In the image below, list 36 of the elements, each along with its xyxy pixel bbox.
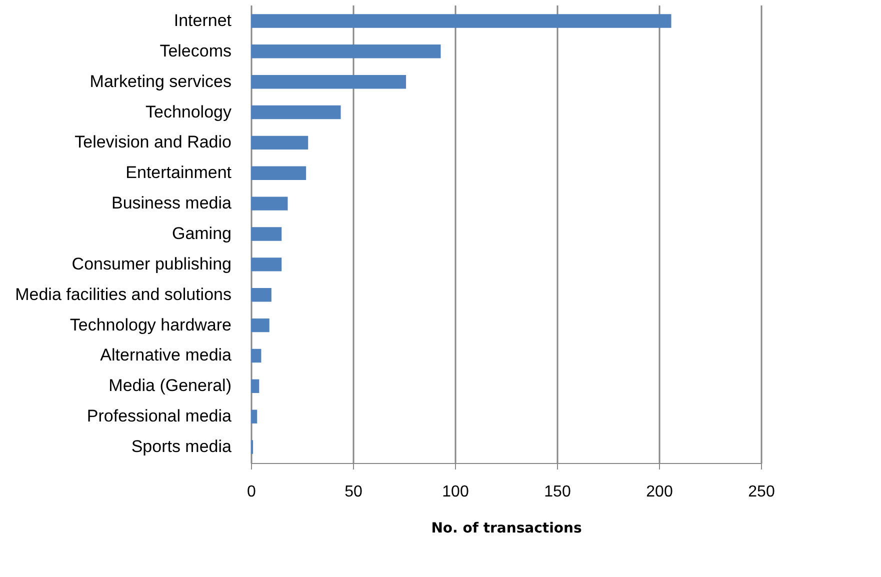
x-tick-label: 0 (247, 484, 256, 500)
x-tick-label: 100 (442, 484, 469, 500)
y-tick-label: Business media (111, 194, 232, 213)
x-tick-label: 50 (344, 484, 362, 500)
bar (251, 258, 282, 272)
bar (251, 166, 306, 180)
bar (251, 44, 441, 58)
bar (251, 379, 260, 394)
y-tick-label: Sports media (131, 437, 232, 456)
bar (251, 227, 282, 241)
y-tick-label: Technology (145, 102, 232, 122)
y-tick-label: Entertainment (126, 163, 232, 182)
x-tick-label: 200 (646, 484, 673, 500)
bar (251, 348, 262, 363)
y-tick-label: Technology hardware (70, 315, 232, 334)
bar (251, 288, 272, 302)
bar (251, 410, 258, 424)
y-tick-label: Media (General) (108, 376, 232, 396)
bar (251, 136, 308, 150)
x-tick-label: 250 (748, 484, 775, 500)
y-tick-label: Consumer publishing (72, 254, 232, 274)
y-tick-label: Alternative media (100, 346, 232, 365)
bar (251, 74, 406, 89)
bar (251, 196, 288, 210)
y-tick-label: Television and Radio (74, 132, 232, 152)
y-tick-label: Professional media (86, 406, 232, 426)
y-tick-label: Marketing services (90, 72, 232, 91)
bar (251, 105, 341, 120)
y-tick-label: Telecoms (160, 41, 232, 60)
y-tick-label: Internet (174, 10, 232, 30)
x-tick-label: 150 (544, 484, 571, 500)
bar (251, 318, 270, 332)
x-axis-title: No. of transactions (431, 520, 582, 536)
bar (251, 14, 672, 28)
y-tick-label: Media facilities and solutions (15, 284, 232, 304)
y-tick-label: Gaming (172, 224, 232, 243)
